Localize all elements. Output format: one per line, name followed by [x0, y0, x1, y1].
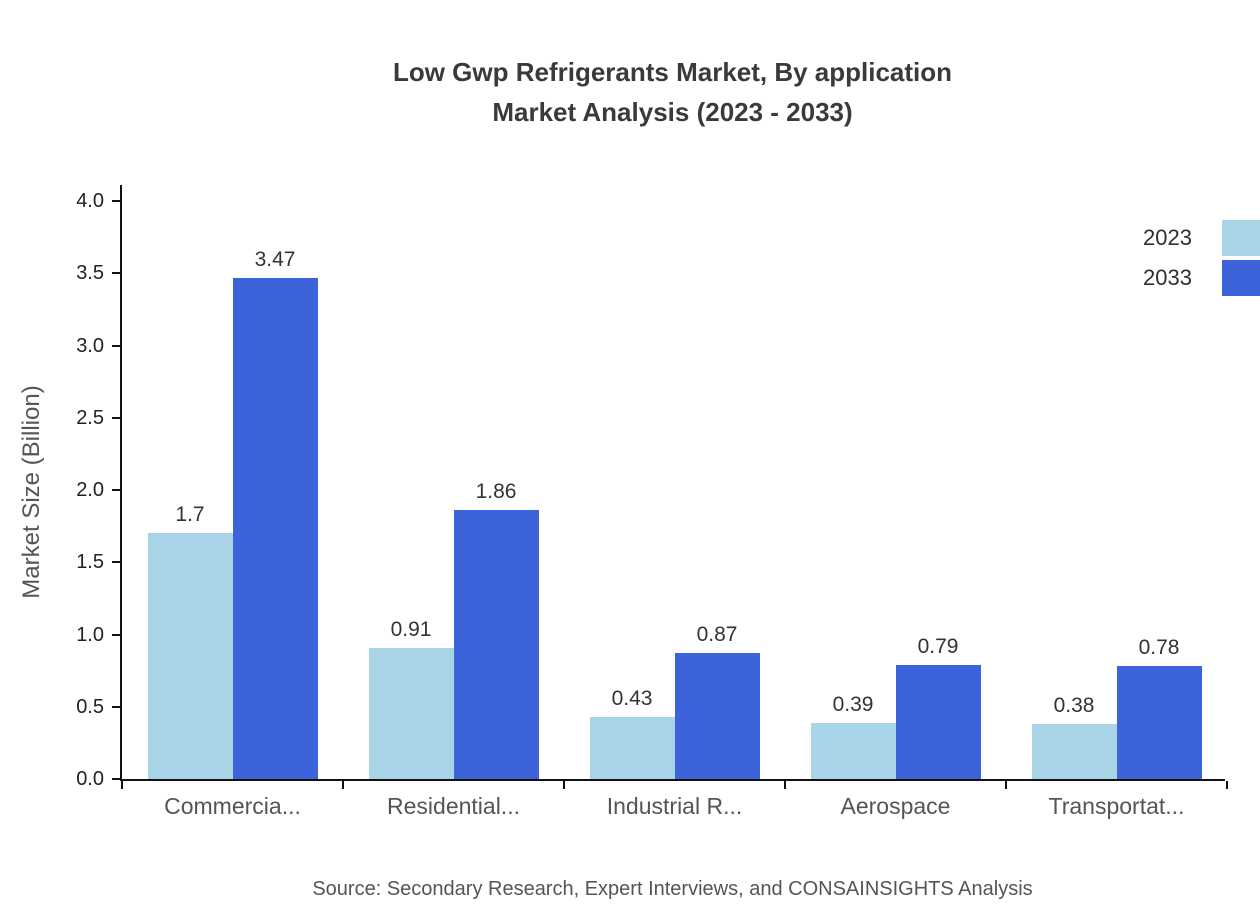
y-tick-label: 1.0 [76, 623, 104, 646]
x-axis-tick [1005, 781, 1007, 789]
y-tick-label: 1.5 [76, 551, 104, 574]
bar-value-label: 0.79 [917, 634, 959, 658]
bar-group: 0.91 1.86 Residential... [343, 203, 564, 819]
x-category-label: Commercia... [164, 793, 301, 819]
x-category-label: Aerospace [840, 793, 951, 819]
bar-2033-transportat[interactable]: 0.78 [1116, 636, 1202, 779]
legend-swatch [1222, 260, 1260, 296]
bar-2033-industrial-r[interactable]: 0.87 [674, 623, 760, 779]
legend-item-2023[interactable]: 2023 [1143, 218, 1260, 258]
x-axis-tick [121, 781, 123, 789]
bar-2023-aerospace[interactable]: 0.39 [810, 693, 896, 779]
bar-value-label: 1.86 [475, 480, 517, 504]
x-axis-tick [563, 781, 565, 789]
chart-subtitle: Market Analysis (2023 - 2033) [492, 97, 853, 127]
y-axis-tick [112, 705, 120, 708]
bar-value-label: 1.7 [175, 503, 205, 527]
bar-group: 1.7 3.47 Commercia... [122, 203, 343, 819]
bar-group: 0.38 0.78 Transportat... [1006, 203, 1227, 819]
y-axis-tick [112, 272, 120, 275]
x-axis-tick [1226, 781, 1228, 789]
chart-title-block: Low Gwp Refrigerants Market, By applicat… [120, 52, 1225, 132]
x-category-label: Industrial R... [606, 793, 743, 819]
bar-2033-commercia[interactable]: 3.47 [232, 248, 318, 779]
y-axis-tick [112, 778, 120, 780]
y-axis-tick [112, 561, 120, 564]
legend-label: 2033 [1143, 265, 1192, 290]
legend-item-2033[interactable]: 2033 [1143, 258, 1260, 298]
bar-2033-aerospace[interactable]: 0.79 [895, 635, 981, 779]
y-tick-label: 3.0 [76, 334, 104, 357]
y-tick-label: 2.5 [76, 406, 104, 429]
bar-2033-residential[interactable]: 1.86 [453, 480, 539, 779]
y-axis-tick [112, 344, 120, 347]
bar-2023-transportat[interactable]: 0.38 [1031, 694, 1117, 779]
bar-value-label: 0.43 [611, 686, 653, 710]
legend: 2023 2033 [1143, 218, 1260, 298]
legend-label: 2023 [1143, 225, 1192, 250]
x-axis-tick [784, 781, 786, 789]
x-category-label: Residential... [387, 793, 520, 819]
y-axis-tick [112, 200, 120, 202]
bar-value-label: 0.87 [696, 623, 738, 647]
bar-value-label: 0.91 [390, 617, 432, 641]
bar-group: 0.43 0.87 Industrial R... [564, 203, 785, 819]
y-tick-label: 3.5 [76, 262, 104, 285]
x-axis-tick [342, 781, 344, 789]
y-tick-label: 4.0 [76, 190, 104, 212]
plot-area: 0.0 0.5 1.0 1.5 2.0 2.5 3.0 3.5 4.0 1.7 3.47 Commer… [76, 185, 1228, 819]
legend-swatch [1222, 220, 1260, 256]
bar-value-label: 0.38 [1053, 694, 1095, 718]
y-tick-label: 0.5 [76, 695, 104, 718]
y-axis-tick [112, 416, 120, 419]
chart-title: Low Gwp Refrigerants Market, By applicat… [392, 57, 953, 87]
y-tick-label: 0.0 [76, 768, 104, 790]
bar-2023-residential[interactable]: 0.91 [368, 618, 454, 779]
bar-2023-commercia[interactable]: 1.7 [147, 503, 233, 779]
bar-value-label: 3.47 [254, 247, 296, 271]
bar-value-label: 0.78 [1138, 636, 1180, 660]
y-tick-label: 2.0 [76, 479, 104, 501]
x-category-label: Transportat... [1048, 793, 1185, 819]
source-note: Source: Secondary Research, Expert Inter… [312, 878, 1033, 900]
bar-2023-industrial-r[interactable]: 0.43 [589, 687, 675, 779]
bar-value-label: 0.39 [832, 692, 874, 716]
y-axis-tick [112, 489, 120, 491]
bar-group: 0.39 0.79 Aerospace [785, 203, 1006, 819]
y-axis-tick [112, 633, 120, 636]
